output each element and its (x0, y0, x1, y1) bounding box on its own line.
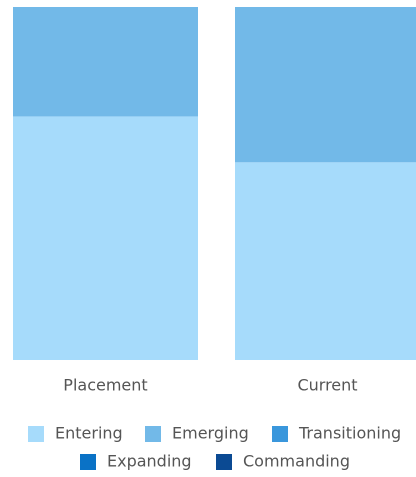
legend-label: Entering (55, 424, 123, 443)
legend-swatch (145, 426, 161, 442)
legend-label: Emerging (172, 424, 249, 443)
bar-segment (235, 162, 416, 360)
legend-swatch (272, 426, 288, 442)
x-tick-label: Current (297, 376, 357, 395)
legend-label: Commanding (243, 452, 350, 471)
legend-swatch (80, 454, 96, 470)
legend-label: Expanding (107, 452, 192, 471)
x-tick-label: Placement (63, 376, 147, 395)
bar-segment (13, 7, 198, 117)
legend-swatch (216, 454, 232, 470)
bar-segment (13, 116, 198, 361)
legend-label: Transitioning (298, 424, 401, 443)
bar-segment (235, 7, 416, 163)
legend-swatch (28, 426, 44, 442)
